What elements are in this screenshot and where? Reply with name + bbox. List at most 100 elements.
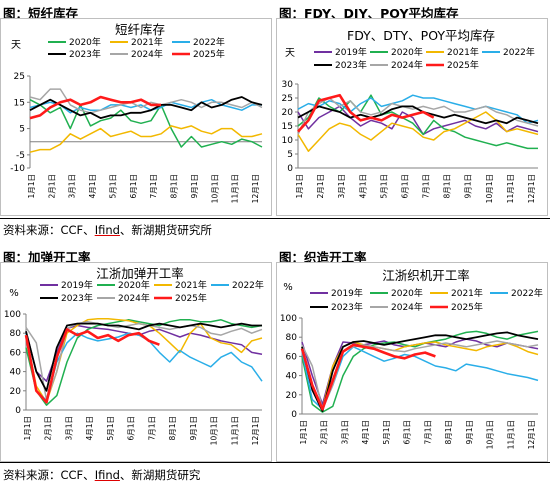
legend-label: 2021年 bbox=[451, 287, 483, 299]
x-tick-label: 7月1日 bbox=[149, 174, 158, 199]
y-tick-label: 5 bbox=[19, 125, 25, 135]
series-line-2025 bbox=[297, 93, 435, 133]
figure-caption-short-fiber: 图：短纤库存 bbox=[3, 6, 79, 21]
chart-frame bbox=[276, 262, 548, 462]
legend-label: 2025年 bbox=[193, 48, 225, 60]
legend-label: 2022年 bbox=[503, 46, 535, 58]
y-tick-label: 60 bbox=[286, 352, 298, 362]
y-tick-label: 100 bbox=[280, 314, 297, 324]
y-tick-label: 30 bbox=[282, 80, 294, 90]
source-ifind: Ifind bbox=[94, 223, 120, 237]
x-tick-label: 2月1日 bbox=[320, 420, 329, 445]
x-tick-label: 9月1日 bbox=[464, 174, 473, 199]
series-line-2019 bbox=[297, 105, 539, 136]
legend-label: 2020年 bbox=[391, 287, 423, 299]
x-tick-label: 7月1日 bbox=[423, 420, 432, 445]
series-line-2021 bbox=[297, 111, 539, 152]
legend-label: 2020年 bbox=[118, 279, 150, 291]
y-tick-label: 100 bbox=[4, 310, 21, 320]
x-tick-label: 10月1日 bbox=[486, 420, 495, 449]
y-tick-label: 5 bbox=[287, 150, 293, 160]
x-tick-label: 11月1日 bbox=[230, 416, 239, 445]
legend-label: 2023年 bbox=[61, 292, 93, 304]
source-note-bottom: 资料来源：CCF、Ifind、新湖期货研究 bbox=[3, 467, 200, 483]
legend-label: 2019年 bbox=[331, 287, 363, 299]
x-tick-label: 6月1日 bbox=[400, 174, 409, 199]
y-tick-label: 80 bbox=[10, 329, 22, 339]
x-tick-label: 5月1日 bbox=[106, 416, 115, 441]
series-line-2020 bbox=[29, 99, 263, 148]
legend-label: 2025年 bbox=[447, 59, 479, 71]
y-tick-label: 60 bbox=[10, 348, 22, 358]
legend-label: 2021年 bbox=[131, 36, 163, 48]
legend-label: 2021年 bbox=[175, 279, 207, 291]
series-line-2025 bbox=[300, 343, 436, 411]
chart-title: 江浙加弹开工率 bbox=[96, 266, 184, 281]
x-tick-label: 12月1日 bbox=[527, 174, 536, 203]
series-line-2024 bbox=[297, 97, 539, 135]
series-line-2020 bbox=[301, 330, 539, 413]
legend-label: 2023年 bbox=[69, 48, 101, 60]
x-tick-label: 3月1日 bbox=[68, 174, 77, 199]
series-line-2023 bbox=[29, 96, 263, 119]
x-tick-label: 9月1日 bbox=[189, 416, 198, 441]
legend-label: 2024年 bbox=[391, 59, 423, 71]
chart-title: 短纤库存 bbox=[115, 22, 165, 37]
y-tick-label: 15 bbox=[282, 122, 293, 132]
x-tick-label: 1月1日 bbox=[299, 420, 308, 445]
figure-caption-weaving-rate: 图：织造开工率 bbox=[279, 250, 367, 265]
x-tick-label: 5月1日 bbox=[382, 420, 391, 445]
legend-label: 2020年 bbox=[391, 46, 423, 58]
x-tick-label: 11月1日 bbox=[231, 174, 240, 203]
y-axis-label: % bbox=[283, 282, 293, 293]
series-line-2023 bbox=[301, 331, 539, 412]
x-tick-label: 11月1日 bbox=[506, 420, 515, 449]
y-tick-label: -5 bbox=[16, 151, 25, 161]
legend-label: 2023年 bbox=[335, 59, 367, 71]
legend-label: 2021年 bbox=[447, 46, 479, 58]
series-line-2022 bbox=[301, 346, 539, 410]
x-tick-label: 6月1日 bbox=[127, 416, 136, 441]
x-tick-label: 9月1日 bbox=[465, 420, 474, 445]
chart-weaving-operating-rate: 江浙织机开工率% 2019年 2020年 2021年 2022年 2023年 2024年 20… bbox=[276, 262, 548, 462]
source-prefix: 资料来源：CCF、 bbox=[3, 223, 95, 237]
y-tick-label: 80 bbox=[286, 333, 298, 343]
y-tick-label: 20 bbox=[286, 391, 298, 401]
x-tick-label: 8月1日 bbox=[444, 420, 453, 445]
x-tick-label: 4月1日 bbox=[361, 420, 370, 445]
figure-caption-fdy-dty-poy: 图：FDY、DIY、POY平均库存 bbox=[279, 6, 459, 21]
series-line-2025 bbox=[29, 95, 162, 120]
chart-frame bbox=[0, 262, 272, 462]
y-tick-label: 0 bbox=[15, 406, 21, 416]
y-tick-label: 0 bbox=[291, 410, 297, 420]
y-tick-label: 0 bbox=[287, 164, 293, 174]
x-tick-label: 3月1日 bbox=[64, 416, 73, 441]
figure-caption-texturing-rate: 图：加弹开工率 bbox=[3, 250, 91, 265]
series-line-2025 bbox=[24, 328, 160, 404]
y-tick-label: 25 bbox=[282, 94, 293, 104]
y-axis-label: % bbox=[9, 288, 19, 299]
x-tick-label: 8月1日 bbox=[443, 174, 452, 199]
x-tick-label: 1月1日 bbox=[23, 416, 32, 441]
x-tick-label: 4月1日 bbox=[358, 174, 367, 199]
source-prefix: 资料来源：CCF、 bbox=[3, 468, 95, 482]
x-tick-label: 12月1日 bbox=[251, 174, 260, 203]
x-tick-label: 11月1日 bbox=[506, 174, 515, 203]
x-tick-label: 7月1日 bbox=[422, 174, 431, 199]
series-line-2023 bbox=[297, 105, 539, 125]
series-line-2022 bbox=[297, 94, 539, 124]
x-tick-label: 10月1日 bbox=[485, 174, 494, 203]
legend-label: 2024年 bbox=[131, 48, 163, 60]
x-tick-label: 6月1日 bbox=[129, 174, 138, 199]
y-axis-label: 天 bbox=[11, 40, 21, 51]
y-tick-label: 15 bbox=[14, 98, 25, 108]
x-tick-label: 2月1日 bbox=[316, 174, 325, 199]
y-tick-label: 20 bbox=[282, 108, 294, 118]
x-tick-label: 9月1日 bbox=[190, 174, 199, 199]
y-axis-label: 天 bbox=[285, 48, 295, 59]
legend-label: 2020年 bbox=[69, 36, 101, 48]
x-tick-label: 8月1日 bbox=[168, 416, 177, 441]
chart-frame bbox=[0, 18, 272, 216]
